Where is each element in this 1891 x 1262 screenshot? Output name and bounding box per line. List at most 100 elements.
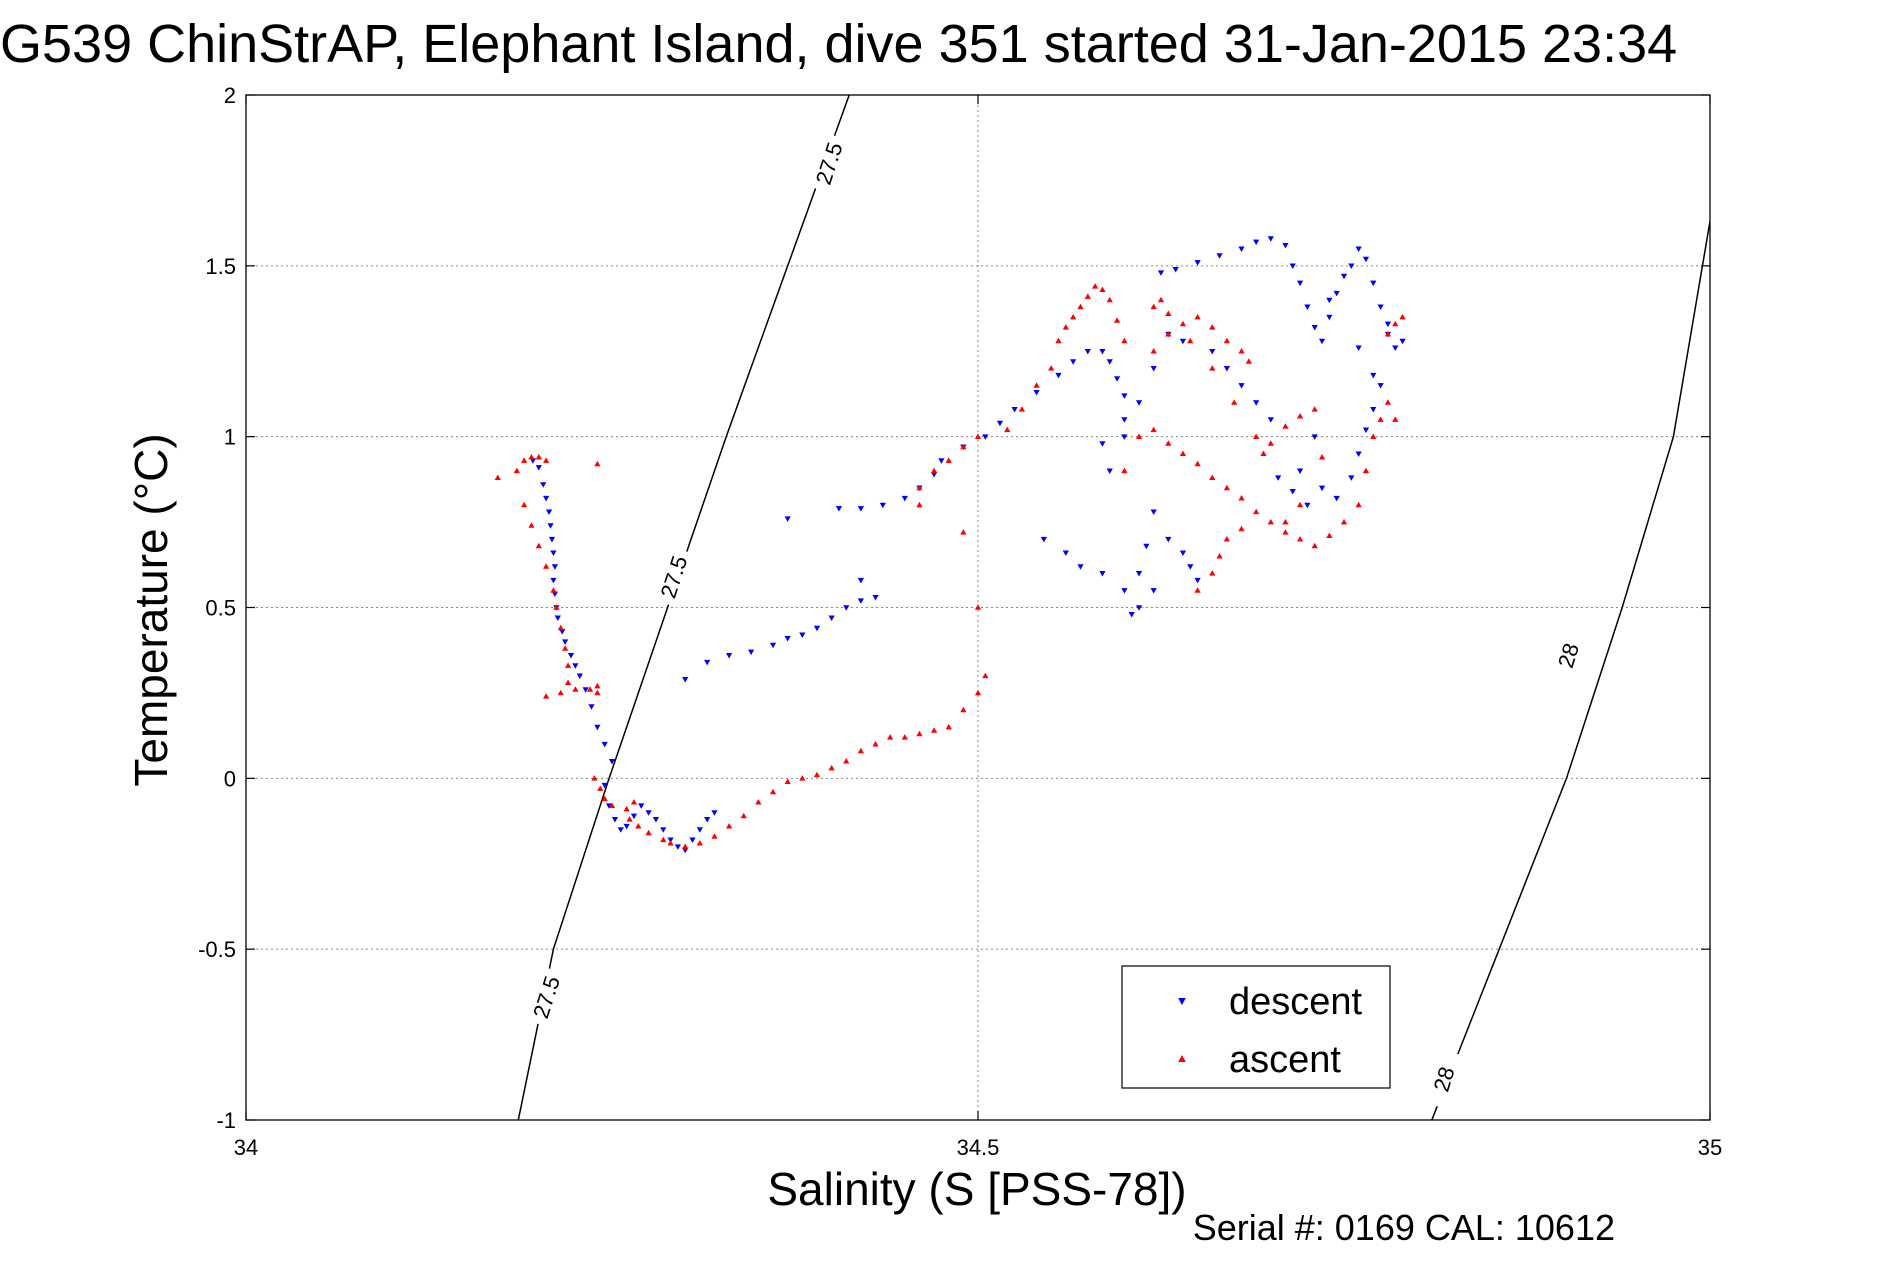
ascent-point bbox=[1370, 433, 1377, 439]
descent-point bbox=[1055, 372, 1062, 379]
ascent-point bbox=[594, 682, 601, 689]
ascent-point bbox=[1260, 450, 1267, 457]
ascent-point bbox=[626, 816, 633, 822]
descent-point bbox=[638, 803, 645, 809]
descent-point bbox=[1370, 372, 1377, 379]
descent-point bbox=[551, 564, 559, 570]
ascent-point bbox=[1355, 501, 1362, 508]
descent-point bbox=[554, 615, 561, 621]
descent-point bbox=[1340, 273, 1348, 280]
descent-point bbox=[704, 817, 711, 823]
descent-point bbox=[1143, 543, 1150, 550]
y-tick-label: 2 bbox=[224, 83, 236, 108]
ascent-point bbox=[1077, 303, 1084, 310]
ascent-point bbox=[960, 443, 967, 450]
descent-point bbox=[550, 550, 557, 557]
ascent-point bbox=[1267, 440, 1274, 446]
ascent-point bbox=[916, 730, 923, 737]
ascent-point bbox=[1282, 423, 1289, 429]
ascent-point bbox=[982, 672, 989, 679]
ascent-point bbox=[1194, 587, 1201, 593]
ascent-point bbox=[528, 522, 535, 528]
y-tick-label: 1.5 bbox=[205, 254, 236, 279]
ascent-point bbox=[1223, 337, 1230, 344]
descent-point bbox=[1377, 304, 1384, 311]
ascent-point bbox=[1282, 529, 1289, 535]
descent-point bbox=[1289, 263, 1296, 270]
descent-point bbox=[1282, 243, 1289, 249]
ascent-point bbox=[799, 775, 806, 781]
ascent-point bbox=[543, 693, 550, 699]
ascent-point bbox=[1296, 501, 1304, 508]
ascent-point bbox=[586, 686, 594, 692]
ascent-point bbox=[916, 501, 923, 508]
descent-point bbox=[1238, 383, 1245, 389]
descent-point bbox=[548, 536, 556, 543]
descent-point bbox=[1311, 325, 1318, 331]
ascent-point bbox=[1362, 467, 1370, 474]
descent-point bbox=[1275, 475, 1282, 481]
ascent-point bbox=[608, 802, 616, 808]
descent-point bbox=[674, 844, 681, 850]
ascent-point bbox=[1223, 484, 1230, 491]
ascent-point bbox=[635, 822, 642, 829]
descent-point bbox=[843, 605, 850, 611]
descent-point bbox=[601, 782, 608, 789]
ascent-point bbox=[1253, 508, 1260, 515]
ascent-point bbox=[1150, 303, 1157, 310]
descent-point bbox=[982, 434, 989, 440]
descent-point bbox=[1304, 502, 1311, 509]
ascent-point bbox=[572, 686, 579, 692]
descent-point bbox=[1267, 236, 1274, 242]
descent-point bbox=[1326, 314, 1333, 321]
descent-point bbox=[938, 458, 945, 464]
ascent-point bbox=[843, 758, 850, 764]
descent-point bbox=[1362, 256, 1370, 263]
descent-point bbox=[567, 653, 575, 659]
ascent-point bbox=[1311, 542, 1318, 549]
descent-point bbox=[1150, 509, 1157, 516]
descent-point bbox=[1209, 348, 1216, 355]
ascent-point bbox=[494, 474, 501, 480]
y-axis-label: Temperature (°C) bbox=[125, 433, 177, 786]
descent-point bbox=[601, 741, 608, 748]
descent-point bbox=[1355, 246, 1362, 252]
descent-point bbox=[1333, 290, 1340, 297]
descent-point bbox=[1150, 588, 1157, 594]
ascent-point bbox=[1121, 337, 1128, 344]
descent-point bbox=[562, 639, 569, 645]
ascent-point bbox=[1238, 348, 1245, 354]
ascent-point bbox=[682, 843, 689, 849]
ascent-point bbox=[887, 734, 894, 740]
ascent-point bbox=[974, 433, 982, 439]
descent-point bbox=[660, 827, 667, 833]
ascent-point bbox=[1231, 399, 1238, 405]
ascent-point bbox=[1135, 433, 1143, 439]
isopycnal-label-bg bbox=[806, 132, 851, 195]
descent-point bbox=[1392, 345, 1399, 352]
ascent-point bbox=[553, 604, 560, 610]
descent-point bbox=[901, 495, 908, 502]
y-tick-label: -0.5 bbox=[198, 937, 236, 962]
ascent-point bbox=[1194, 313, 1201, 320]
descent-point bbox=[1121, 417, 1128, 423]
ascent-point bbox=[521, 457, 528, 463]
ascent-point bbox=[930, 467, 938, 474]
descent-point bbox=[1318, 338, 1326, 345]
descent-point bbox=[1172, 266, 1179, 273]
descent-point bbox=[1289, 489, 1296, 495]
descent-point bbox=[547, 523, 554, 529]
descent-point bbox=[1238, 246, 1245, 252]
ascent-point bbox=[1070, 313, 1077, 320]
descent-point bbox=[1311, 434, 1318, 440]
descent-point bbox=[1099, 348, 1106, 355]
ascent-point bbox=[1318, 453, 1326, 460]
descent-point bbox=[1165, 536, 1172, 543]
descent-point bbox=[1179, 338, 1187, 345]
descent-point bbox=[828, 615, 835, 621]
descent-point bbox=[623, 823, 630, 830]
ascent-point bbox=[901, 734, 908, 740]
ascent-point bbox=[1340, 518, 1348, 525]
ascent-point bbox=[535, 453, 542, 460]
ascent-point bbox=[513, 467, 520, 474]
